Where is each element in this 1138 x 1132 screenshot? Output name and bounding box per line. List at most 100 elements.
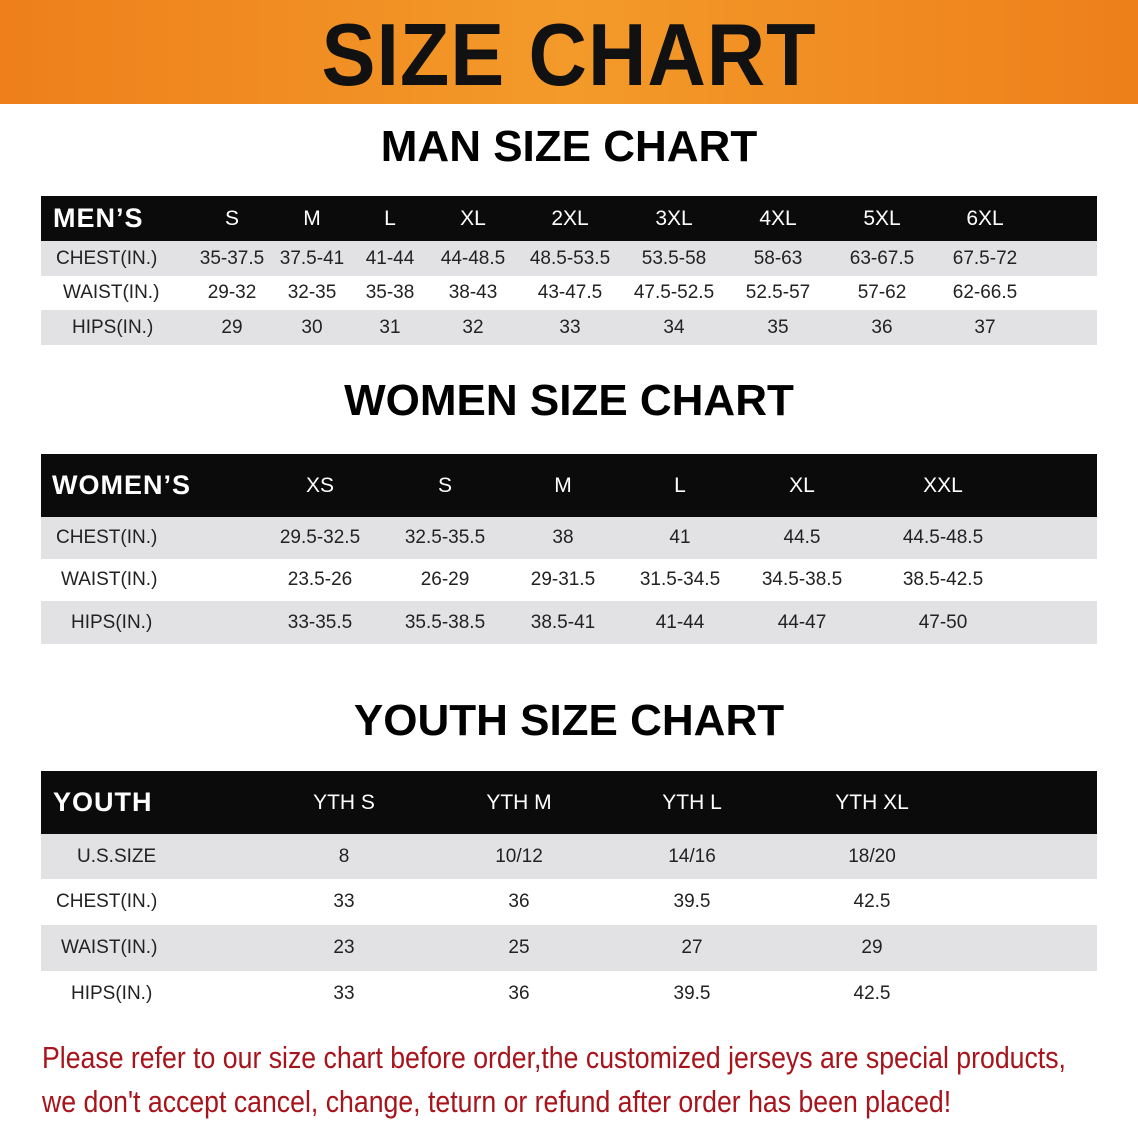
table-cell: YTH L — [662, 790, 722, 814]
row-label: HIPS(IN.) — [72, 316, 154, 338]
table-cell: 52.5-57 — [745, 282, 811, 303]
table-cell: 5XL — [863, 206, 901, 230]
table-cell: 8 — [338, 845, 350, 867]
table-cell: S — [437, 473, 453, 497]
row-label: MEN’S — [53, 203, 144, 233]
table-cell: L — [674, 473, 686, 497]
table-row: U.S.SIZE 8 10/12 14/16 18/20 — [41, 834, 1097, 879]
row-label: HIPS(IN.) — [71, 983, 153, 1004]
table-cell: YTH S — [313, 790, 375, 814]
table-cell: 63-67.5 — [849, 247, 915, 269]
table-cell: 2XL — [551, 206, 589, 230]
table-cell: 34.5-38.5 — [761, 569, 843, 590]
table-cell: 53.5-58 — [641, 247, 707, 269]
table-cell: 26-29 — [420, 569, 470, 590]
table-cell: M — [303, 206, 321, 230]
row-label: WAIST(IN.) — [61, 937, 158, 958]
row-label: HIPS(IN.) — [71, 611, 153, 633]
table-row: HIPS(IN.) 33 36 39.5 42.5 — [41, 971, 1097, 1017]
men-section-title: MAN SIZE CHART — [380, 122, 758, 171]
table-cell: 33-35.5 — [287, 611, 353, 633]
table-cell: 33 — [559, 316, 581, 338]
table-cell: 32 — [462, 316, 484, 338]
notice-line-1: Please refer to our size chart before or… — [42, 1040, 1066, 1075]
table-cell: 35-38 — [365, 282, 415, 303]
table-row: CHEST(IN.) 33 36 39.5 42.5 — [41, 879, 1097, 925]
table-cell: 36 — [871, 316, 893, 338]
table-cell: XL — [789, 473, 815, 497]
table-cell: 23 — [333, 937, 355, 958]
row-label: WOMEN’S — [52, 470, 191, 500]
row-label: WAIST(IN.) — [63, 282, 160, 303]
table-cell: 37.5-41 — [279, 247, 345, 269]
table-cell: L — [384, 206, 396, 230]
table-cell: 44.5 — [783, 527, 821, 548]
table-cell: 33 — [333, 983, 355, 1004]
table-header-row: WOMEN’S XS S M L XL XXL — [41, 454, 1097, 517]
table-cell: 38 — [552, 527, 574, 548]
table-cell: 35.5-38.5 — [404, 611, 486, 633]
youth-section-title: YOUTH SIZE CHART — [353, 696, 785, 745]
row-label: YOUTH — [53, 787, 153, 817]
table-row: CHEST(IN.) 35-37.5 37.5-41 41-44 44-48.5 48.5… — [41, 241, 1097, 276]
table-cell: 43-47.5 — [537, 282, 603, 303]
table-cell: 10/12 — [495, 845, 543, 867]
table-cell: 58-63 — [753, 247, 803, 269]
table-cell: 32-35 — [287, 282, 337, 303]
title-banner: SIZE CHART — [0, 0, 1138, 104]
table-cell: S — [224, 206, 240, 230]
table-cell: 44-48.5 — [440, 247, 506, 269]
table-cell: 41-44 — [365, 247, 415, 269]
table-cell: 30 — [301, 316, 323, 338]
table-cell: XXL — [923, 473, 963, 497]
table-cell: 48.5-53.5 — [529, 247, 611, 269]
table-cell: 38.5-41 — [530, 611, 596, 633]
table-cell: 38.5-42.5 — [902, 569, 984, 590]
banner-title: SIZE CHART — [321, 5, 817, 104]
table-cell: 3XL — [655, 206, 693, 230]
table-cell: 42.5 — [853, 891, 891, 912]
notice-line-2: we don't accept cancel, change, teturn o… — [42, 1084, 952, 1119]
table-row: HIPS(IN.) 29 30 31 32 33 34 35 36 37 — [41, 310, 1097, 345]
table-cell: 39.5 — [673, 983, 711, 1004]
row-label: U.S.SIZE — [77, 845, 157, 867]
table-cell: 23.5-26 — [287, 569, 353, 590]
table-cell: 41-44 — [655, 611, 705, 633]
table-row: WAIST(IN.) 23 25 27 29 — [41, 925, 1097, 971]
table-cell: M — [554, 473, 572, 497]
table-cell: XL — [460, 206, 486, 230]
table-header-row: MEN’S S M L XL 2XL 3XL 4XL 5XL 6XL — [41, 196, 1097, 241]
women-size-table: WOMEN’S XS S M L XL XXL CHEST(IN.) 29.5-32.5 32.5… — [41, 454, 1097, 645]
table-cell: YTH M — [486, 790, 552, 814]
table-cell: XS — [305, 473, 335, 497]
table-cell: 4XL — [759, 206, 797, 230]
table-row: WAIST(IN.) 23.5-26 26-29 29-31.5 31.5-34.5 34… — [41, 559, 1097, 601]
table-cell: 29-31.5 — [530, 569, 596, 590]
row-label: CHEST(IN.) — [56, 891, 158, 912]
table-cell: 31 — [379, 316, 401, 338]
table-cell: 62-66.5 — [952, 282, 1018, 303]
table-cell: 44-47 — [777, 611, 827, 633]
table-header-row: YOUTH YTH S YTH M YTH L YTH XL — [41, 771, 1097, 834]
table-cell: 36 — [508, 983, 530, 1004]
table-cell: 35-37.5 — [199, 247, 265, 269]
table-cell: 67.5-72 — [952, 247, 1018, 269]
table-cell: 37 — [974, 316, 996, 338]
youth-size-table: YOUTH YTH S YTH M YTH L YTH XL U.S.SIZE 8 10/12… — [41, 771, 1097, 1017]
table-cell: 47-50 — [918, 611, 968, 633]
table-cell: 33 — [333, 891, 355, 912]
table-cell: 14/16 — [668, 845, 716, 867]
table-cell: 31.5-34.5 — [639, 569, 721, 590]
table-cell: 34 — [663, 316, 685, 338]
table-cell: 27 — [681, 937, 703, 958]
table-cell: 38-43 — [448, 282, 498, 303]
table-cell: 42.5 — [853, 983, 891, 1004]
table-row: HIPS(IN.) 33-35.5 35.5-38.5 38.5-41 41-44 44-… — [41, 601, 1097, 644]
table-cell: 47.5-52.5 — [633, 282, 715, 303]
table-cell: 39.5 — [673, 891, 711, 912]
row-label: WAIST(IN.) — [61, 569, 158, 590]
table-cell: 41 — [669, 527, 691, 548]
row-label: CHEST(IN.) — [56, 527, 158, 548]
table-cell: 25 — [508, 937, 530, 958]
men-size-table: MEN’S S M L XL 2XL 3XL 4XL 5XL 6XL CHEST(IN.) 35-37… — [41, 196, 1097, 346]
